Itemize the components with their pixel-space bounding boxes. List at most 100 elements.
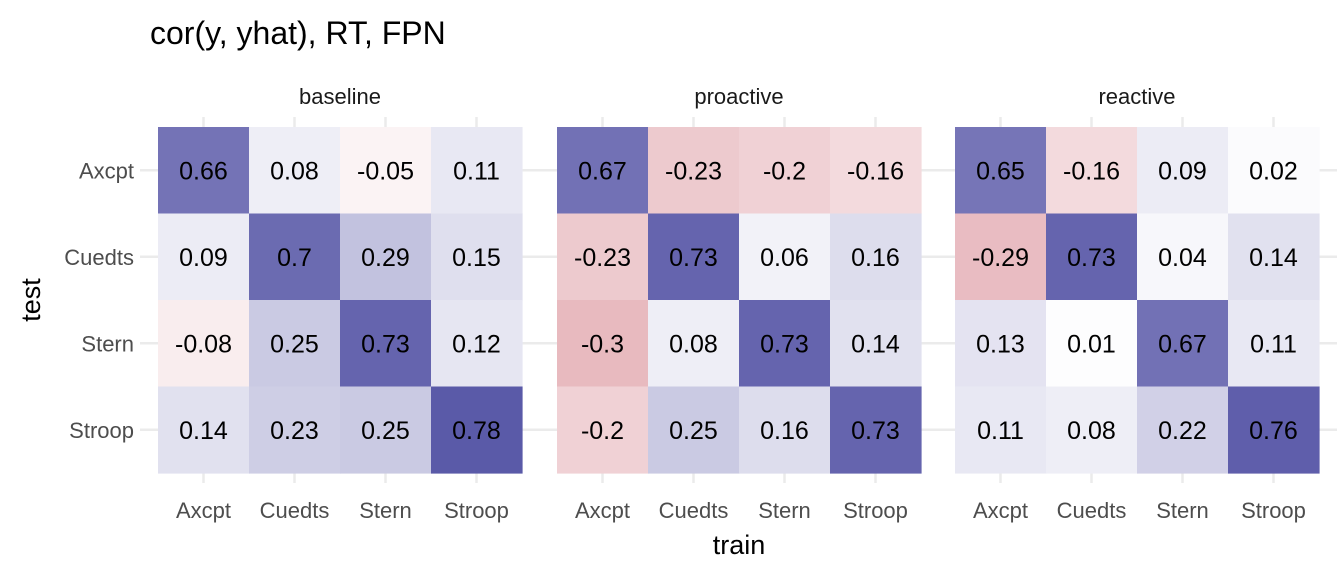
facets-layer: baseline 0.66 0.08 -0.05 0.11 0.09 0.7 0.29 0.15… — [64, 84, 1337, 523]
y-axis-title: test — [16, 278, 46, 322]
cell-value-label: 0.09 — [1158, 157, 1207, 185]
cell-value-label: 0.73 — [669, 244, 718, 272]
heatmap-cell — [648, 300, 740, 388]
cell-value-label: 0.25 — [669, 417, 718, 445]
heatmap-cell — [830, 127, 922, 215]
x-tick-label: Stern — [359, 498, 412, 523]
heatmap-cell — [249, 213, 341, 301]
cell-value-label: 0.73 — [760, 330, 809, 358]
facet-strip-label: baseline — [299, 84, 381, 109]
heatmap-cell — [557, 386, 649, 474]
x-tick-label: Cuedts — [1057, 498, 1127, 523]
heatmap-cell — [830, 386, 922, 474]
cell-value-label: 0.23 — [270, 417, 319, 445]
cell-value-label: 0.11 — [453, 157, 500, 185]
heatmap-cell — [739, 127, 831, 215]
cell-value-label: 0.16 — [851, 244, 900, 272]
heatmap-cell — [340, 386, 432, 474]
heatmap-cell — [1228, 300, 1320, 388]
x-tick-label: Axcpt — [973, 498, 1028, 523]
cell-value-label: 0.25 — [361, 417, 410, 445]
cell-value-label: -0.08 — [175, 330, 232, 358]
y-tick-label: Stern — [81, 331, 134, 356]
cell-value-label: -0.16 — [847, 157, 904, 185]
heatmap-cell — [340, 127, 432, 215]
heatmap-cell — [955, 127, 1047, 215]
cell-value-label: 0.73 — [851, 417, 900, 445]
x-axis-title: train — [713, 530, 766, 560]
cell-value-label: 0.13 — [976, 330, 1025, 358]
cell-value-label: 0.22 — [1158, 417, 1207, 445]
x-tick-label: Cuedts — [659, 498, 729, 523]
heatmap-cell — [158, 300, 250, 388]
y-tick-label: Cuedts — [64, 245, 134, 270]
cell-value-label: 0.7 — [277, 244, 312, 272]
heatmap-cell — [955, 386, 1047, 474]
cell-value-label: 0.67 — [578, 157, 627, 185]
cell-value-label: 0.01 — [1067, 330, 1116, 358]
cell-value-label: 0.14 — [179, 417, 228, 445]
x-tick-label: Axcpt — [176, 498, 231, 523]
cell-value-label: 0.73 — [361, 330, 410, 358]
heatmap-cell — [249, 127, 341, 215]
heatmap-cell — [739, 300, 831, 388]
heatmap-cell — [249, 386, 341, 474]
cell-value-label: 0.06 — [760, 244, 809, 272]
facet-panel-proactive: proactive 0.67 -0.23 -0.2 -0.16 -0.23 0.73 0.06… — [539, 84, 939, 523]
cell-value-label: 0.08 — [669, 330, 718, 358]
facet-strip-label: proactive — [694, 84, 783, 109]
x-tick-label: Stroop — [444, 498, 509, 523]
heatmap-cell — [830, 300, 922, 388]
heatmap-cell — [158, 213, 250, 301]
heatmap-cell — [955, 300, 1047, 388]
cell-value-label: 0.73 — [1067, 244, 1116, 272]
heatmap-cell — [1228, 127, 1320, 215]
cell-value-label: 0.04 — [1158, 244, 1207, 272]
cell-value-label: 0.12 — [452, 330, 501, 358]
cell-value-label: 0.67 — [1158, 330, 1207, 358]
facet-strip-label: reactive — [1098, 84, 1175, 109]
cell-value-label: -0.23 — [574, 244, 631, 272]
heatmap-cell — [955, 213, 1047, 301]
facet-panel-reactive: reactive 0.65 -0.16 0.09 0.02 -0.29 0.73 0.04 0.… — [937, 84, 1337, 523]
y-tick-label: Axcpt — [79, 158, 134, 183]
heatmap-cell — [340, 213, 432, 301]
cell-value-label: -0.05 — [357, 157, 414, 185]
cell-value-label: -0.16 — [1063, 157, 1120, 185]
heatmap-cell — [1046, 127, 1138, 215]
heatmap-cell — [648, 213, 740, 301]
cell-value-label: 0.16 — [760, 417, 809, 445]
x-tick-label: Axcpt — [575, 498, 630, 523]
heatmap-cell — [739, 213, 831, 301]
heatmap-cell — [158, 386, 250, 474]
heatmap-cell — [249, 300, 341, 388]
heatmap-cell — [431, 386, 523, 474]
cell-value-label: 0.08 — [270, 157, 319, 185]
heatmap-cell — [1137, 127, 1229, 215]
heatmap-cell — [557, 300, 649, 388]
heatmap-cell — [648, 386, 740, 474]
cell-value-label: 0.25 — [270, 330, 319, 358]
x-tick-label: Stern — [1156, 498, 1209, 523]
cell-value-label: 0.14 — [1249, 244, 1298, 272]
x-tick-label: Stroop — [1241, 498, 1306, 523]
x-tick-label: Stroop — [843, 498, 908, 523]
heatmap-cell — [830, 213, 922, 301]
cell-value-label: 0.78 — [452, 417, 501, 445]
heatmap-cell — [1046, 386, 1138, 474]
cell-value-label: 0.02 — [1249, 157, 1298, 185]
heatmap-cell — [557, 127, 649, 215]
cell-value-label: -0.23 — [665, 157, 722, 185]
cell-value-label: 0.09 — [179, 244, 228, 272]
cell-value-label: -0.2 — [581, 417, 624, 445]
cell-value-label: 0.66 — [179, 157, 228, 185]
heatmap-cell — [1228, 386, 1320, 474]
heatmap-cell — [431, 213, 523, 301]
heatmap-cell — [1228, 213, 1320, 301]
heatmap-cell — [1137, 213, 1229, 301]
cell-value-label: 0.11 — [977, 417, 1024, 445]
cell-value-label: 0.11 — [1250, 330, 1297, 358]
x-tick-label: Cuedts — [260, 498, 330, 523]
facet-panel-baseline: baseline 0.66 0.08 -0.05 0.11 0.09 0.7 0.29 0.15… — [140, 84, 540, 523]
